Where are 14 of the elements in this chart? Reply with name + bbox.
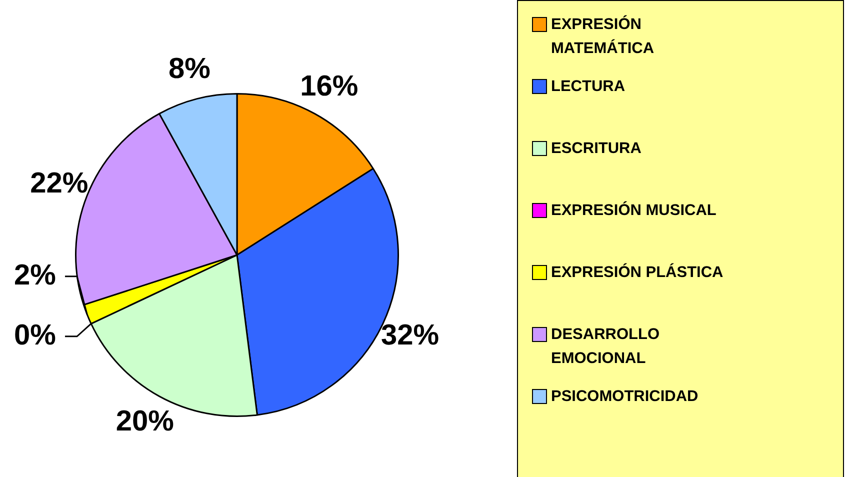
data-label: 32%	[381, 319, 440, 352]
data-label: 8%	[168, 52, 211, 85]
legend-label: ESCRITURA	[551, 139, 642, 159]
legend-label: DESARROLLO EMOCIONAL	[551, 325, 660, 369]
data-label: 20%	[116, 406, 174, 438]
legend-label: EXPRESIÓN MATEMÁTICA	[551, 14, 656, 59]
legend-label: EXPRESIÓN MUSICAL	[551, 200, 716, 221]
data-label: 2%	[14, 259, 56, 292]
data-label: 16%	[300, 70, 358, 102]
legend-label: LECTURA	[551, 77, 626, 97]
legend-label: PSICOMOTRICIDAD	[551, 387, 698, 407]
data-label: 22%	[30, 168, 88, 200]
text: 0%	[14, 319, 56, 352]
legend-label: EXPRESIÓN PLÁSTICA	[551, 262, 724, 283]
